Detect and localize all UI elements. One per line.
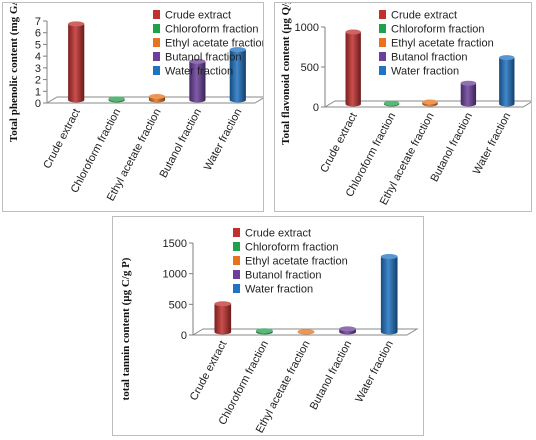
flavonoid-legend-label: Chloroform fraction — [391, 24, 485, 36]
flavonoid-legend-swatch — [379, 10, 386, 19]
tannin-legend-label: Ethyl acetate fraction — [245, 256, 348, 268]
phenolic-category-label: Water fraction — [202, 107, 245, 173]
flavonoid-bar-cap-4 — [499, 55, 515, 61]
phenolic-y-tick-label: 4 — [35, 51, 41, 63]
tannin-category-label: Crude extract — [188, 339, 230, 403]
phenolic-legend-label: Ethyl acetate fraction — [165, 38, 263, 50]
phenolic-legend-label: Butanol fraction — [165, 52, 241, 64]
flavonoid-legend-label: Ethyl acetate fraction — [391, 38, 494, 50]
tannin-legend-swatch — [233, 284, 240, 293]
tannin-bar-cap-0 — [214, 301, 232, 307]
flavonoid-category-label: Water fraction — [471, 111, 514, 177]
tannin-bar-cap-3 — [339, 326, 356, 332]
tannin-y-axis-title: total tannin content (µg C/g P) — [120, 257, 132, 400]
phenolic-y-tick-label: 0 — [35, 98, 41, 110]
flavonoid-bar-cap-0 — [345, 29, 361, 35]
phenolic-bar-cap-4 — [229, 47, 246, 53]
phenolic-bar-3 — [189, 61, 206, 103]
flavonoid-bar-3 — [460, 83, 477, 107]
flavonoid-bar-0 — [345, 32, 361, 107]
tannin-legend-swatch — [233, 270, 240, 279]
tannin-bar-cap-4 — [380, 254, 398, 260]
flavonoid-chart-svg: 0 500 1000 Crude extract Chloroform fraction… — [280, 3, 531, 207]
phenolic-legend-swatch — [153, 24, 160, 33]
flavonoid-y-axis-title: Total flavonoid content (µg Q/g P) — [280, 3, 292, 145]
phenolic-legend-label: Chloroform fraction — [165, 24, 259, 36]
tannin-legend-label: Crude extract — [245, 228, 311, 240]
phenolic-chart-panel: 0 1 2 3 4 5 6 7 Crude extract Chloroform fraction… — [2, 2, 264, 212]
flavonoid-bar-cap-1 — [383, 100, 400, 106]
flavonoid-bar-cap-2 — [422, 99, 438, 105]
tannin-bar-cap-2 — [297, 329, 315, 335]
flavonoid-legend-swatch — [379, 24, 386, 33]
tannin-chart-svg: 0 500 1000 1500 Crude extract Chloroform frac… — [120, 228, 419, 435]
flavonoid-legend-swatch — [379, 38, 386, 47]
tannin-legend-label: Water fraction — [245, 284, 313, 296]
flavonoid-legend-label: Crude extract — [391, 10, 457, 22]
flavonoid-y-tick-label: 0 — [313, 102, 319, 114]
tannin-y-tick-label: 0 — [181, 330, 187, 342]
phenolic-legend-label: Crude extract — [165, 10, 231, 22]
flavonoid-y-tick-label: 1000 — [295, 22, 319, 34]
phenolic-legend-swatch — [153, 66, 160, 75]
flavonoid-bar-4 — [499, 57, 515, 107]
tannin-y-tick-label: 500 — [169, 299, 187, 311]
phenolic-y-axis-title: Total phenolic content (mg GA/g P) — [8, 3, 20, 142]
flavonoid-legend-label: Butanol fraction — [391, 52, 467, 64]
tannin-legend-swatch — [233, 228, 240, 237]
phenolic-y-tick-label: 5 — [35, 39, 41, 51]
tannin-category-label: Butanol fraction — [308, 339, 354, 412]
tannin-y-tick-label: 1500 — [163, 238, 187, 250]
flavonoid-legend-label: Water fraction — [391, 66, 459, 78]
tannin-bar-cap-1 — [256, 328, 273, 334]
tannin-legend-swatch — [233, 242, 240, 251]
phenolic-bar-cap-3 — [189, 58, 206, 64]
tannin-category-label: Water fraction — [353, 339, 396, 405]
phenolic-y-tick-label: 2 — [35, 75, 41, 87]
phenolic-y-tick-label: 6 — [35, 28, 41, 40]
phenolic-y-tick-label: 7 — [35, 16, 41, 28]
phenolic-y-tick-label: 1 — [35, 86, 41, 98]
tannin-y-tick-label: 1000 — [163, 269, 187, 281]
phenolic-bar-cap-0 — [68, 21, 85, 27]
phenolic-legend-swatch — [153, 10, 160, 19]
flavonoid-y-tick-label: 500 — [301, 62, 319, 74]
flavonoid-category-label: Crude extract — [318, 111, 360, 175]
phenolic-y-tick-label: 3 — [35, 63, 41, 75]
flavonoid-chart-panel: 0 500 1000 Crude extract Chloroform fraction… — [274, 2, 532, 212]
phenolic-category-label: Butanol fraction — [158, 107, 204, 180]
phenolic-legend-swatch — [153, 52, 160, 61]
phenolic-bar-cap-1 — [108, 96, 125, 102]
flavonoid-legend-swatch — [379, 52, 386, 61]
phenolic-bar-4 — [229, 49, 246, 103]
phenolic-legend-swatch — [153, 38, 160, 47]
tannin-legend-label: Butanol fraction — [245, 270, 321, 282]
phenolic-bar-cap-2 — [148, 93, 166, 99]
tannin-legend-label: Chloroform fraction — [245, 242, 339, 254]
tannin-bar-4 — [380, 256, 398, 335]
flavonoid-legend-swatch — [379, 66, 386, 75]
tannin-legend-swatch — [233, 256, 240, 265]
tannin-chart-panel: 0 500 1000 1500 Crude extract Chloroform frac… — [112, 216, 424, 436]
phenolic-category-label: Crude extract — [41, 107, 83, 171]
phenolic-legend-label: Water fraction — [165, 66, 233, 78]
phenolic-bar-0 — [68, 23, 85, 103]
flavonoid-bar-cap-3 — [460, 80, 477, 86]
flavonoid-category-label: Butanol fraction — [429, 111, 475, 184]
tannin-bar-0 — [214, 303, 232, 335]
